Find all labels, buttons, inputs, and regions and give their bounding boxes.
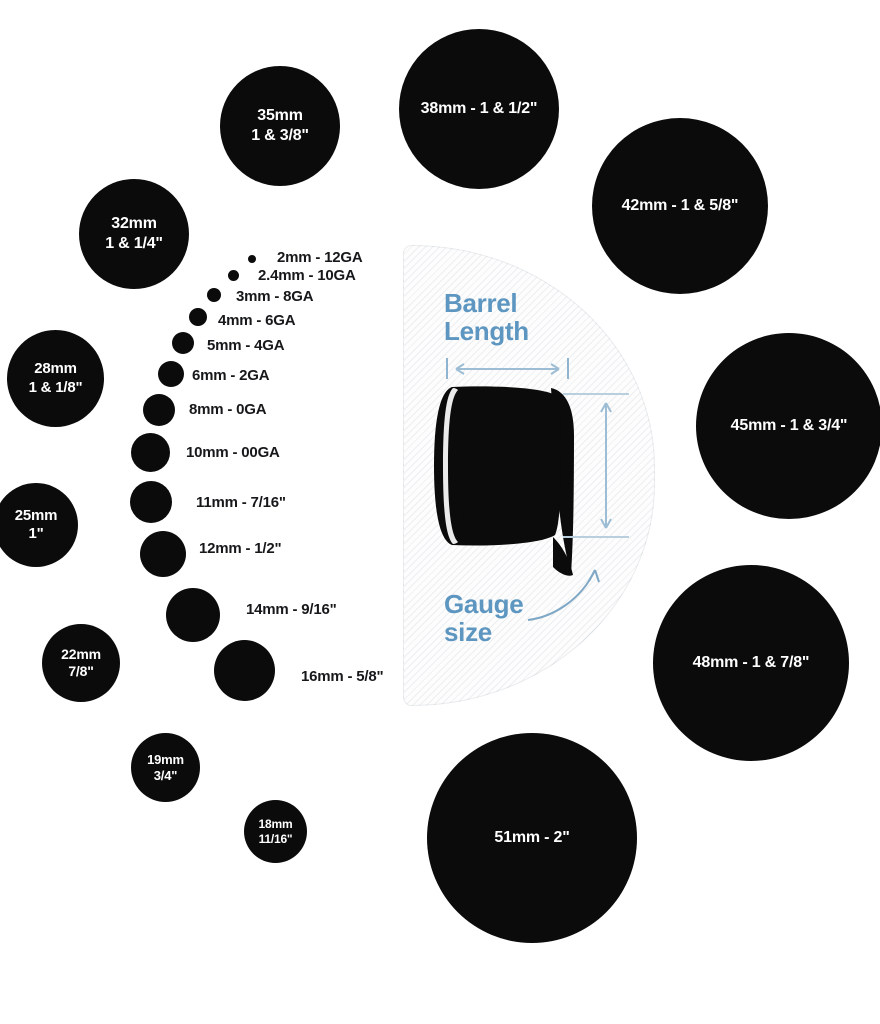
spiral-label-5mm: 5mm - 4GA	[207, 337, 285, 354]
spiral-label-6mm: 6mm - 2GA	[192, 367, 270, 384]
size-circle-28mm: 28mm 1 & 1/8"	[7, 330, 104, 427]
size-circle-18mm-line1: 18mm	[258, 816, 293, 831]
size-circle-32mm-line1: 32mm	[111, 215, 157, 233]
spiral-dot-10mm	[131, 433, 170, 472]
tunnel-plug-illustration	[434, 358, 629, 621]
spiral-label-11mm: 11mm - 7/16"	[196, 494, 286, 511]
plug-body	[434, 386, 574, 576]
spiral-dot-11mm	[130, 481, 172, 523]
size-circle-19mm: 19mm 3/4"	[131, 733, 200, 802]
size-circle-22mm-line1: 22mm	[61, 645, 101, 662]
size-circle-19mm-line2: 3/4"	[153, 767, 178, 783]
spiral-dot-4mm	[189, 308, 207, 326]
barrel-length-dimension	[446, 358, 569, 379]
size-circle-25mm: 25mm 1"	[0, 483, 78, 567]
size-circle-51mm-line1: 51mm - 2"	[494, 829, 570, 847]
size-circle-22mm: 22mm 7/8"	[42, 624, 120, 702]
spiral-label-16mm: 16mm - 5/8"	[301, 668, 384, 685]
size-circle-38mm-line1: 38mm - 1 & 1/2"	[420, 100, 538, 118]
size-circle-35mm-line2: 1 & 3/8"	[251, 127, 309, 144]
size-circle-25mm-line2: 1"	[28, 525, 44, 542]
barrel-gauge-diagram: Barrel Length Gauge size	[403, 245, 655, 706]
spiral-label-2mm: 2mm - 12GA	[277, 249, 363, 266]
spiral-dot-14mm	[166, 588, 220, 642]
spiral-label-2.4mm: 2.4mm - 10GA	[258, 267, 356, 284]
barrel-length-annotation: Barrel Length	[444, 288, 529, 347]
spiral-dot-8mm	[143, 394, 175, 426]
size-circle-28mm-line1: 28mm	[34, 360, 77, 378]
size-circle-35mm: 35mm 1 & 3/8"	[220, 66, 340, 186]
gauge-size-annotation: Gauge size	[444, 589, 524, 648]
size-circle-18mm-line2: 11/16"	[258, 831, 293, 846]
size-circle-25mm-line1: 25mm	[14, 506, 58, 524]
size-circle-19mm-line1: 19mm	[147, 751, 184, 767]
spiral-dot-6mm	[158, 361, 184, 387]
size-circle-35mm-line1: 35mm	[257, 107, 303, 125]
size-circle-42mm: 42mm - 1 & 5/8"	[592, 118, 768, 294]
spiral-dot-12mm	[140, 531, 186, 577]
size-circle-51mm: 51mm - 2"	[427, 733, 637, 943]
spiral-label-14mm: 14mm - 9/16"	[246, 601, 337, 618]
size-circle-45mm-line1: 45mm - 1 & 3/4"	[730, 417, 848, 435]
spiral-dot-5mm	[172, 332, 194, 354]
gauge-size-dimension	[563, 393, 629, 538]
spiral-dot-2.4mm	[228, 270, 239, 281]
spiral-label-8mm: 8mm - 0GA	[189, 401, 267, 418]
size-circle-32mm-line2: 1 & 1/4"	[105, 235, 163, 252]
size-circle-48mm-line1: 48mm - 1 & 7/8"	[692, 654, 810, 672]
spiral-dot-16mm	[214, 640, 275, 701]
gauge-size-pointer-arrow	[527, 569, 600, 621]
spiral-label-10mm: 10mm - 00GA	[186, 444, 280, 461]
size-circle-32mm: 32mm 1 & 1/4"	[79, 179, 189, 289]
size-circle-28mm-line2: 1 & 1/8"	[28, 378, 83, 396]
spiral-dot-2mm	[248, 255, 256, 263]
spiral-label-4mm: 4mm - 6GA	[218, 312, 296, 329]
size-circle-42mm-line1: 42mm - 1 & 5/8"	[621, 197, 739, 215]
spiral-label-12mm: 12mm - 1/2"	[199, 540, 282, 557]
spiral-dot-3mm	[207, 288, 221, 302]
size-circle-48mm: 48mm - 1 & 7/8"	[653, 565, 849, 761]
size-circle-18mm: 18mm 11/16"	[244, 800, 307, 863]
size-circle-45mm: 45mm - 1 & 3/4"	[696, 333, 880, 519]
spiral-label-3mm: 3mm - 8GA	[236, 288, 314, 305]
size-circle-22mm-line2: 7/8"	[68, 663, 94, 679]
size-circle-38mm: 38mm - 1 & 1/2"	[399, 29, 559, 189]
